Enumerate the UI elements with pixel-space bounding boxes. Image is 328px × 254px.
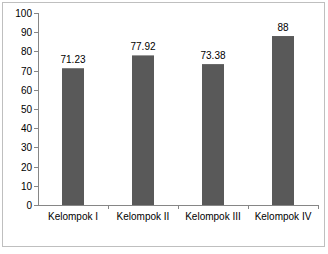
bars — [62, 36, 294, 205]
bar — [202, 64, 224, 205]
x-tick-label: Kelompok II — [117, 211, 170, 222]
y-tick-label: 100 — [15, 8, 32, 19]
y-tick — [34, 205, 38, 206]
data-label: 88 — [277, 22, 289, 33]
chart-frame — [3, 3, 325, 247]
chart: 0102030405060708090100Kelompok I71.23Kel… — [0, 0, 328, 254]
bar — [132, 55, 154, 205]
x-tick — [318, 205, 319, 209]
y-tick — [34, 90, 38, 91]
y-tick — [34, 71, 38, 72]
x-tick — [248, 205, 249, 209]
data-label: 71.23 — [60, 54, 85, 65]
data-label: 77.92 — [130, 41, 155, 52]
x-tick-label: Kelompok IV — [255, 211, 312, 222]
labels: Kelompok I 71.23 Kelompok II 77.92 Kelompok … — [48, 22, 312, 222]
y-tick-label: 50 — [21, 104, 33, 115]
x-tick — [178, 205, 179, 209]
y-tick-label: 80 — [21, 46, 33, 57]
y-tick — [34, 13, 38, 14]
bar — [62, 68, 84, 205]
y-tick — [34, 147, 38, 148]
y-tick-label: 20 — [21, 162, 33, 173]
y-tick — [34, 128, 38, 129]
x-tick — [108, 205, 109, 209]
y-tick-label: 0 — [26, 200, 32, 211]
y-tick-label: 40 — [21, 123, 33, 134]
data-label: 73.38 — [200, 50, 225, 61]
bar — [272, 36, 294, 205]
y-tick — [34, 167, 38, 168]
y-tick-label: 60 — [21, 85, 33, 96]
y-axis — [38, 13, 39, 205]
y-tick — [34, 32, 38, 33]
y-tick — [34, 186, 38, 187]
y-tick — [34, 51, 38, 52]
x-tick-label: Kelompok III — [185, 211, 241, 222]
y-tick-label: 90 — [21, 27, 33, 38]
x-tick-label: Kelompok I — [48, 211, 98, 222]
y-tick-label: 30 — [21, 142, 33, 153]
y-tick-label: 10 — [21, 181, 33, 192]
y-tick — [34, 109, 38, 110]
y-tick-label: 70 — [21, 66, 33, 77]
